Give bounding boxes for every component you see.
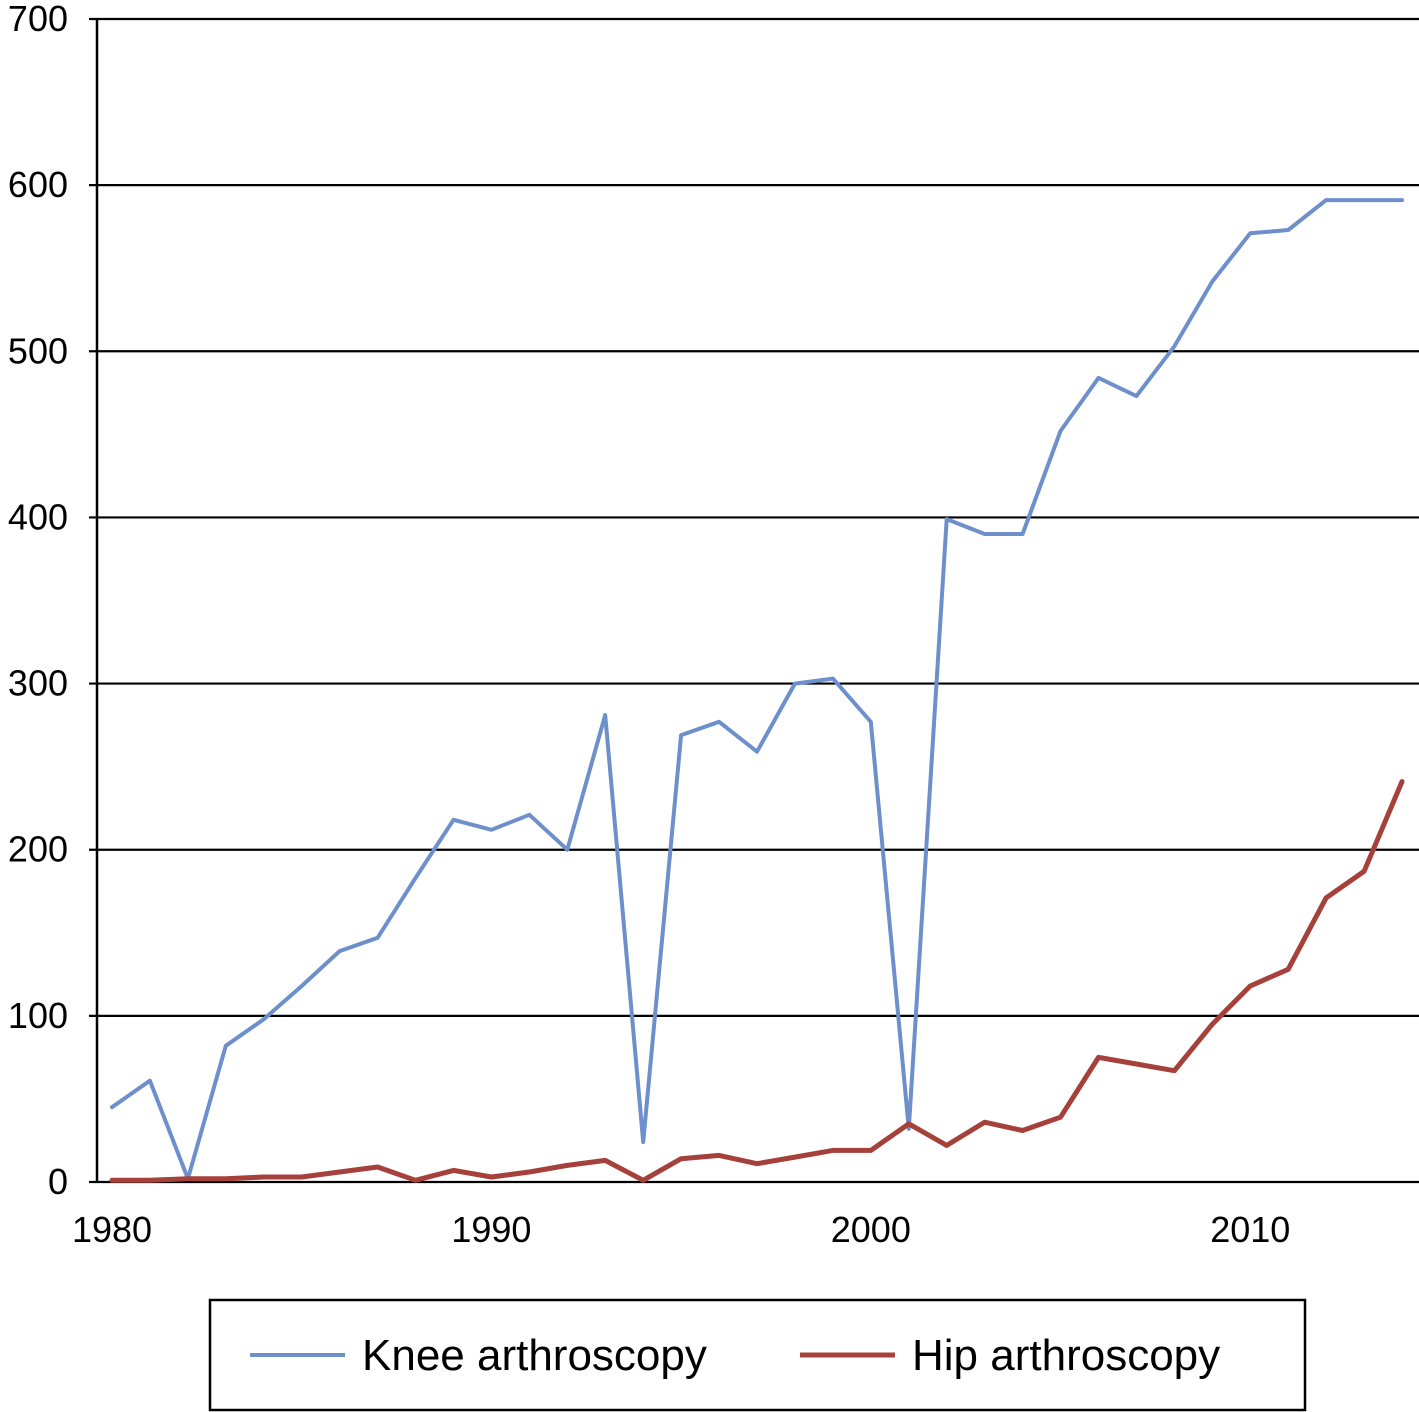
tick-labels: 0 100 200 300 400 500 600 700 1980 1990 2000 2010: [8, 0, 1290, 1250]
x-tick-label-2010: 2010: [1210, 1209, 1290, 1250]
y-tick-label-300: 300: [8, 663, 68, 704]
grid-lines: [89, 17, 1419, 1184]
x-tick-label-2000: 2000: [831, 1209, 911, 1250]
x-tick-label-1980: 1980: [72, 1209, 152, 1250]
legend-box: [208, 1298, 1307, 1412]
series-lines: [109, 198, 1405, 1183]
y-tick-label-700: 700: [8, 0, 68, 39]
y-tick-label-200: 200: [8, 829, 68, 870]
legend-label-knee-arthroscopy: Knee arthroscopy: [362, 1331, 707, 1380]
y-tick-label-400: 400: [8, 496, 68, 537]
y-tick-label-600: 600: [8, 164, 68, 205]
y-tick-label-0: 0: [48, 1161, 68, 1202]
x-tick-label-1990: 1990: [451, 1209, 531, 1250]
y-tick-label-500: 500: [8, 330, 68, 371]
legend-label-hip-arthroscopy: Hip arthroscopy: [912, 1331, 1220, 1380]
legend: Knee arthroscopy Hip arthroscopy: [208, 1298, 1307, 1412]
y-tick-label-100: 100: [8, 995, 68, 1036]
